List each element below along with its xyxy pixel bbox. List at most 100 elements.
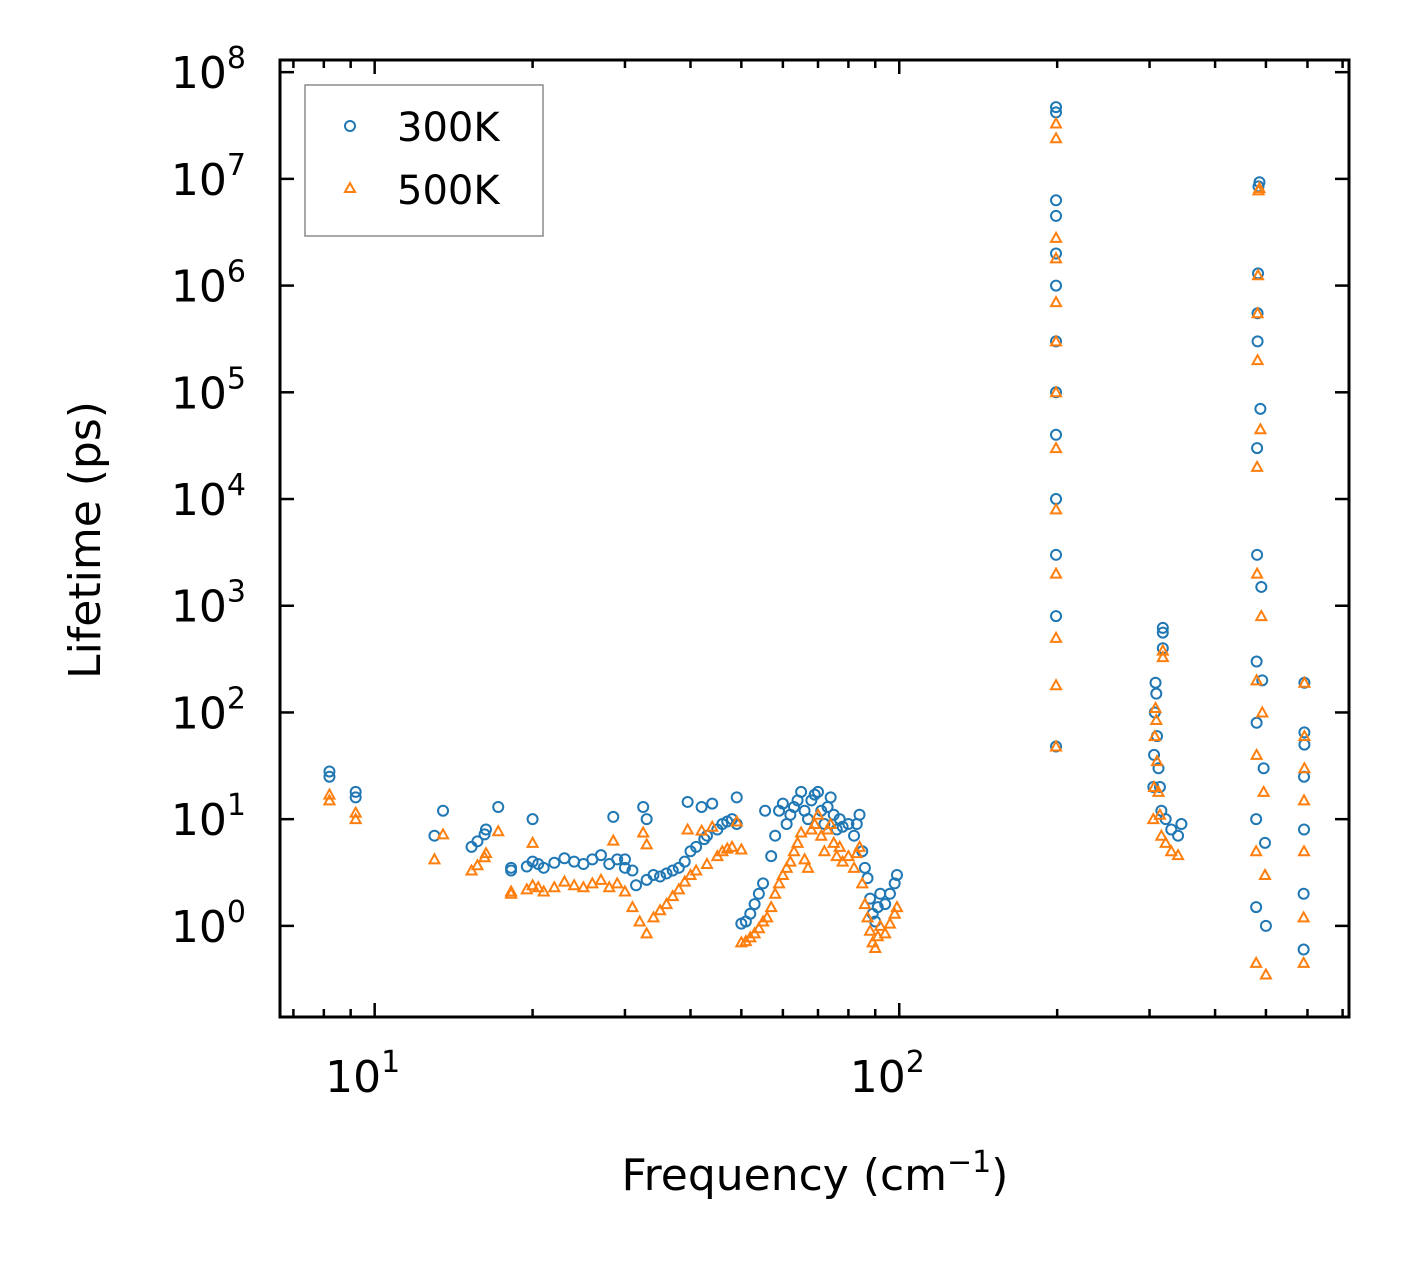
point-300k-149 bbox=[1298, 726, 1311, 739]
point-300k-92 bbox=[871, 901, 884, 914]
point-500k-117 bbox=[1154, 828, 1169, 841]
point-500k-141 bbox=[1296, 910, 1311, 923]
point-300k-131 bbox=[1251, 548, 1264, 561]
point-500k-80 bbox=[841, 849, 856, 862]
point-300k-31 bbox=[637, 801, 650, 814]
point-500k-122 bbox=[1171, 848, 1185, 861]
y-tick-label-base: 10 bbox=[171, 688, 227, 739]
point-300k-79 bbox=[830, 823, 843, 836]
point-500k-140 bbox=[1296, 955, 1311, 968]
point-500k-3 bbox=[348, 812, 363, 825]
y-axis-title: Lifetime (ps) bbox=[60, 401, 111, 679]
y-tick-label-exp: 6 bbox=[227, 255, 246, 290]
point-300k-83 bbox=[848, 829, 861, 842]
legend-label-500k: 500K bbox=[397, 168, 501, 214]
point-300k-14 bbox=[526, 855, 539, 868]
y-tick-label-base: 10 bbox=[171, 48, 227, 99]
point-500k-30 bbox=[636, 825, 650, 838]
point-500k-59 bbox=[768, 886, 782, 899]
point-500k-28 bbox=[625, 900, 640, 913]
point-300k-30 bbox=[630, 879, 643, 892]
data-points bbox=[322, 101, 1312, 980]
y-tick-label-base: 10 bbox=[171, 368, 227, 419]
point-300k-139 bbox=[1255, 580, 1268, 593]
point-500k-29 bbox=[632, 914, 647, 927]
point-300k-32 bbox=[640, 813, 653, 826]
point-500k-68 bbox=[801, 860, 815, 873]
y-tick-label-exp: 3 bbox=[227, 575, 246, 610]
point-500k-127 bbox=[1250, 566, 1264, 579]
y-tick-label-10000: 104 bbox=[171, 468, 246, 526]
point-500k-111 bbox=[1148, 729, 1162, 742]
point-500k-31 bbox=[639, 837, 654, 850]
point-300k-46 bbox=[706, 797, 719, 810]
point-300k-132 bbox=[1251, 442, 1264, 455]
point-500k-75 bbox=[823, 816, 838, 830]
point-500k-82 bbox=[850, 846, 864, 859]
point-300k-95 bbox=[883, 887, 896, 900]
point-500k-99 bbox=[1049, 566, 1063, 579]
point-300k-39 bbox=[678, 855, 691, 868]
point-300k-82 bbox=[842, 818, 855, 831]
point-300k-77 bbox=[824, 791, 837, 804]
point-500k-114 bbox=[1150, 754, 1164, 767]
y-tick-label-base: 10 bbox=[171, 155, 227, 206]
point-500k-92 bbox=[878, 926, 892, 939]
point-300k-26 bbox=[611, 853, 624, 866]
point-300k-63 bbox=[776, 797, 789, 810]
point-500k-137 bbox=[1256, 784, 1271, 797]
y-tick-label-10000000: 107 bbox=[171, 148, 246, 206]
point-500k-94 bbox=[887, 906, 902, 919]
point-500k-72 bbox=[814, 828, 828, 841]
point-300k-106 bbox=[1050, 247, 1063, 260]
x-tick-label-exp: 1 bbox=[381, 1045, 400, 1080]
point-300k-40 bbox=[681, 795, 694, 808]
point-300k-9 bbox=[479, 823, 492, 836]
point-500k-142 bbox=[1297, 844, 1311, 857]
point-300k-85 bbox=[853, 808, 866, 821]
point-300k-130 bbox=[1250, 655, 1263, 668]
point-300k-72 bbox=[808, 788, 821, 801]
point-300k-38 bbox=[672, 861, 685, 874]
point-300k-105 bbox=[1050, 279, 1063, 292]
point-300k-12 bbox=[505, 864, 518, 877]
point-300k-43 bbox=[695, 801, 708, 814]
point-500k-32 bbox=[639, 926, 654, 939]
point-500k-67 bbox=[797, 852, 812, 865]
point-500k-17 bbox=[536, 884, 551, 897]
y-tick-label-exp: 5 bbox=[227, 361, 246, 396]
point-500k-9 bbox=[479, 846, 493, 859]
point-300k-133 bbox=[1251, 335, 1264, 348]
point-500k-93 bbox=[883, 916, 897, 929]
point-300k-81 bbox=[836, 820, 849, 833]
point-500k-107 bbox=[1049, 131, 1063, 144]
point-500k-47 bbox=[720, 841, 734, 854]
point-500k-70 bbox=[808, 816, 822, 830]
point-500k-101 bbox=[1049, 441, 1063, 454]
point-500k-10 bbox=[491, 824, 505, 837]
point-300k-27 bbox=[618, 861, 631, 874]
point-300k-121 bbox=[1156, 626, 1169, 639]
y-tick-label-exp: 7 bbox=[227, 148, 246, 183]
point-500k-123 bbox=[1249, 955, 1263, 968]
point-500k-84 bbox=[855, 876, 869, 889]
point-500k-116 bbox=[1153, 807, 1167, 820]
point-500k-0 bbox=[322, 787, 337, 800]
legend-marker-500k bbox=[343, 180, 357, 193]
y-tick-label-exp: 4 bbox=[227, 468, 246, 503]
point-500k-135 bbox=[1254, 609, 1269, 622]
point-500k-133 bbox=[1252, 181, 1267, 194]
point-500k-26 bbox=[610, 876, 624, 889]
point-500k-18 bbox=[547, 880, 561, 893]
point-500k-7 bbox=[470, 858, 485, 871]
point-500k-58 bbox=[764, 900, 778, 913]
point-500k-130 bbox=[1250, 306, 1265, 319]
point-500k-11 bbox=[504, 884, 518, 897]
point-500k-115 bbox=[1151, 784, 1166, 797]
point-500k-49 bbox=[730, 814, 744, 827]
point-500k-96 bbox=[1049, 739, 1063, 752]
plot-frame bbox=[278, 58, 1351, 1019]
point-500k-119 bbox=[1156, 650, 1170, 663]
point-500k-22 bbox=[585, 876, 600, 889]
